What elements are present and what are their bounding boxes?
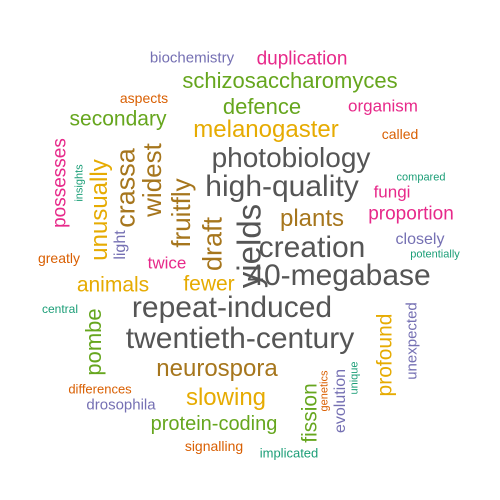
word-fungi: fungi: [373, 182, 411, 202]
word-pombe: pombe: [81, 308, 106, 376]
word-greatly: greatly: [37, 250, 81, 266]
word-central: central: [41, 302, 79, 316]
word-unique: unique: [348, 361, 361, 395]
word-profound: profound: [373, 313, 397, 397]
word-compared: compared: [396, 171, 446, 184]
word-animals: animals: [76, 273, 150, 297]
word-implicated: implicated: [259, 445, 319, 461]
word-potentially: potentially: [410, 248, 460, 261]
word-called: called: [381, 126, 419, 142]
word-slowing: slowing: [185, 384, 267, 411]
word-40-megabase: 40-megabase: [247, 259, 431, 292]
word-neurospora: neurospora: [156, 355, 278, 382]
word-organism: organism: [348, 96, 418, 116]
word-possesses: possesses: [49, 138, 71, 228]
word-closely: closely: [395, 231, 445, 248]
word-fission: fission: [298, 383, 322, 443]
word-yields: yields: [230, 203, 268, 289]
word-aspects: aspects: [119, 90, 169, 106]
word-plants: plants: [279, 205, 345, 232]
word-draft: draft: [197, 216, 228, 272]
word-defence: defence: [222, 94, 302, 119]
word-unexpected: unexpected: [403, 302, 421, 380]
word-genetics: genetics: [318, 370, 331, 412]
word-photobiology: photobiology: [211, 142, 371, 173]
word-crassa: crassa: [110, 148, 141, 228]
word-melanogaster: melanogaster: [193, 116, 339, 143]
word-differences: differences: [68, 381, 132, 397]
word-fewer: fewer: [183, 272, 235, 296]
word-insights: insights: [73, 164, 86, 202]
word-signalling: signalling: [184, 438, 244, 454]
word-creation: creation: [258, 231, 366, 264]
word-schizosaccharomyces: schizosaccharomyces: [182, 68, 398, 93]
word-evolution: evolution: [332, 368, 349, 434]
word-repeat-induced: repeat-induced: [131, 291, 333, 324]
word-widest: widest: [137, 143, 167, 217]
word-secondary: secondary: [69, 107, 167, 131]
word-drosophila: drosophila: [86, 396, 156, 414]
word-twice: twice: [147, 253, 187, 273]
word-light: light: [112, 230, 129, 260]
word-duplication: duplication: [256, 48, 348, 70]
word-biochemistry: biochemistry: [149, 49, 235, 67]
word-twentieth-century: twentieth-century: [125, 322, 355, 355]
word-high-quality: high-quality: [205, 170, 359, 203]
word-protein-coding: protein-coding: [150, 413, 278, 435]
word-fruitfly: fruitfly: [166, 178, 196, 248]
word-proportion: proportion: [368, 203, 454, 225]
word-unusually: unusually: [86, 159, 113, 261]
